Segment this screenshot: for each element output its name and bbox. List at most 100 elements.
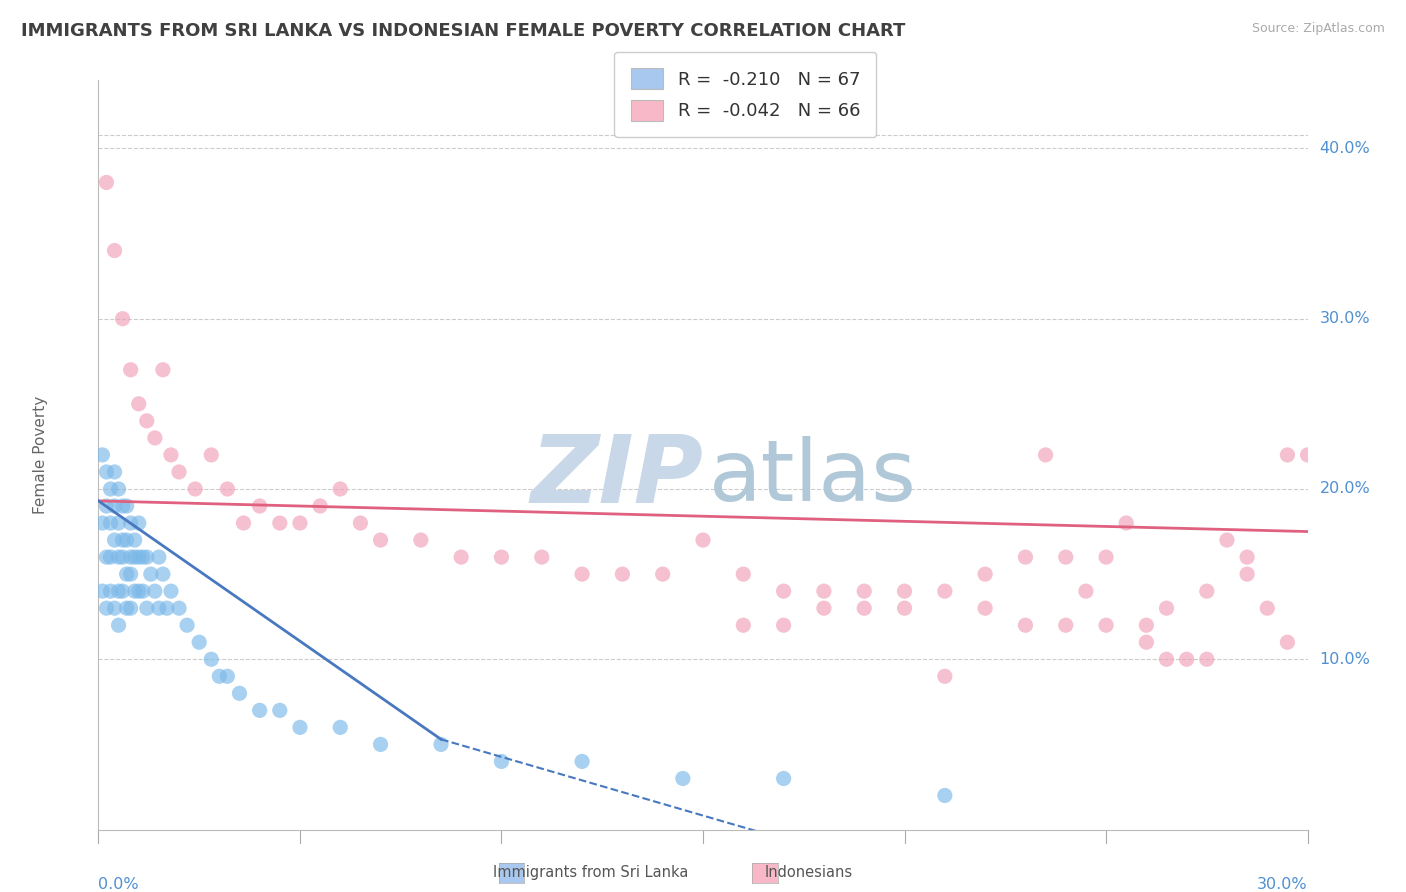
Point bbox=[91, 516, 114, 530]
Point bbox=[156, 601, 179, 615]
Point bbox=[733, 618, 755, 632]
Point bbox=[934, 584, 956, 599]
Point bbox=[167, 601, 190, 615]
Point bbox=[1236, 567, 1258, 582]
Point bbox=[530, 550, 553, 565]
Point bbox=[135, 414, 157, 428]
Point bbox=[309, 499, 332, 513]
Point bbox=[124, 550, 146, 565]
Text: 20.0%: 20.0% bbox=[1320, 482, 1371, 497]
Point bbox=[450, 550, 472, 565]
Point bbox=[217, 669, 239, 683]
Text: Indonesians: Indonesians bbox=[765, 865, 852, 880]
Legend: R =  -0.210   N = 67, R =  -0.042   N = 66: R = -0.210 N = 67, R = -0.042 N = 66 bbox=[614, 52, 876, 136]
Point bbox=[152, 363, 174, 377]
Point bbox=[232, 516, 254, 530]
Point bbox=[128, 584, 150, 599]
Point bbox=[107, 584, 129, 599]
Point bbox=[1135, 635, 1157, 649]
Point bbox=[853, 601, 876, 615]
Point bbox=[128, 397, 150, 411]
Point bbox=[974, 601, 997, 615]
Point bbox=[772, 618, 794, 632]
Point bbox=[208, 669, 231, 683]
Point bbox=[813, 601, 835, 615]
Point bbox=[1195, 584, 1218, 599]
Point bbox=[1014, 618, 1036, 632]
Text: Female Poverty: Female Poverty bbox=[32, 396, 48, 514]
Point bbox=[934, 669, 956, 683]
Point bbox=[143, 584, 166, 599]
Point bbox=[176, 618, 198, 632]
Point bbox=[100, 482, 122, 496]
Point bbox=[772, 772, 794, 786]
Point bbox=[733, 567, 755, 582]
Point bbox=[96, 465, 118, 479]
Point bbox=[217, 482, 239, 496]
Point bbox=[103, 244, 125, 258]
Point bbox=[269, 703, 291, 717]
Point bbox=[120, 601, 142, 615]
Point bbox=[160, 584, 183, 599]
Point bbox=[329, 482, 352, 496]
Point bbox=[120, 550, 142, 565]
Point bbox=[152, 567, 174, 582]
Point bbox=[1095, 550, 1118, 565]
Point bbox=[132, 584, 155, 599]
Text: ZIP: ZIP bbox=[530, 432, 703, 524]
Point bbox=[135, 550, 157, 565]
Text: Source: ZipAtlas.com: Source: ZipAtlas.com bbox=[1251, 22, 1385, 36]
Point bbox=[288, 516, 311, 530]
Point bbox=[370, 738, 392, 752]
Point bbox=[96, 550, 118, 565]
Point bbox=[111, 533, 134, 547]
Point bbox=[571, 567, 593, 582]
Point bbox=[139, 567, 162, 582]
Point bbox=[111, 584, 134, 599]
Point bbox=[111, 550, 134, 565]
Point bbox=[692, 533, 714, 547]
Text: 30.0%: 30.0% bbox=[1320, 311, 1371, 326]
Point bbox=[934, 789, 956, 803]
Point bbox=[249, 703, 271, 717]
Point bbox=[100, 550, 122, 565]
Point bbox=[107, 550, 129, 565]
Point bbox=[100, 584, 122, 599]
Point bbox=[1156, 652, 1178, 666]
Point bbox=[1195, 652, 1218, 666]
Point bbox=[1277, 448, 1299, 462]
Point bbox=[120, 516, 142, 530]
Point bbox=[148, 550, 170, 565]
Point bbox=[1277, 635, 1299, 649]
Point bbox=[813, 584, 835, 599]
Point bbox=[491, 550, 513, 565]
Point bbox=[124, 533, 146, 547]
Point bbox=[107, 482, 129, 496]
Point bbox=[612, 567, 634, 582]
Point bbox=[96, 176, 118, 190]
Point bbox=[120, 363, 142, 377]
Point bbox=[135, 601, 157, 615]
Point bbox=[893, 601, 915, 615]
Point bbox=[349, 516, 371, 530]
Point bbox=[124, 584, 146, 599]
Point bbox=[160, 448, 183, 462]
Point bbox=[1035, 448, 1057, 462]
Point bbox=[143, 431, 166, 445]
Point bbox=[103, 601, 125, 615]
Point bbox=[1095, 618, 1118, 632]
Point bbox=[571, 755, 593, 769]
Point bbox=[1236, 550, 1258, 565]
Point bbox=[1296, 448, 1319, 462]
Point bbox=[188, 635, 211, 649]
Point bbox=[772, 584, 794, 599]
Point bbox=[132, 550, 155, 565]
Point bbox=[91, 448, 114, 462]
Point bbox=[115, 533, 138, 547]
Point bbox=[853, 584, 876, 599]
Point bbox=[96, 499, 118, 513]
Point bbox=[184, 482, 207, 496]
Point bbox=[103, 533, 125, 547]
Point bbox=[115, 567, 138, 582]
Point bbox=[115, 499, 138, 513]
